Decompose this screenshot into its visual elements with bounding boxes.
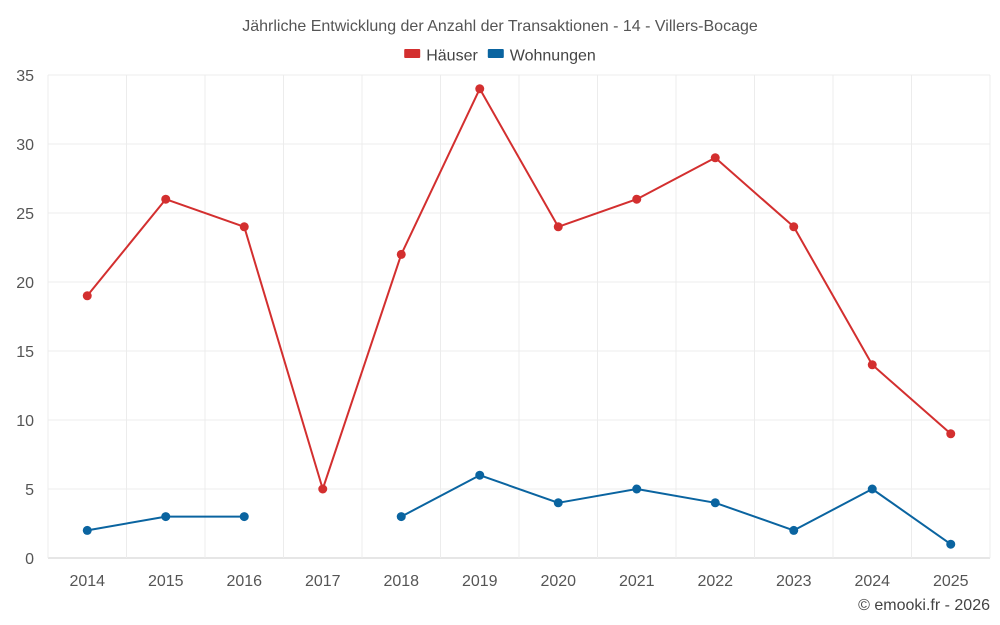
x-tick-label: 2019 <box>462 573 498 590</box>
legend-item[interactable]: Häuser <box>404 48 478 65</box>
data-point-h-user[interactable] <box>553 222 563 232</box>
x-axis: 2014 2015 2016 2017 2018 2019 2020 2021 2022 2023… <box>69 573 968 590</box>
x-tick-label: 2016 <box>226 573 262 590</box>
x-tick-label: 2022 <box>697 573 733 590</box>
data-point-wohnungen[interactable] <box>789 525 799 535</box>
legend-label: Häuser <box>426 48 478 65</box>
legend-item[interactable]: Wohnungen <box>487 48 596 65</box>
legend-swatch <box>404 49 421 58</box>
chart-title: Jährliche Entwicklung der Anzahl der Tra… <box>242 18 758 35</box>
data-point-wohnungen[interactable] <box>632 484 642 494</box>
data-point-h-user[interactable] <box>396 249 406 259</box>
data-point-h-user[interactable] <box>789 222 799 232</box>
x-tick-label: 2017 <box>305 573 341 590</box>
y-axis: 0 5 10 15 20 25 30 35 <box>16 68 34 568</box>
data-point-h-user[interactable] <box>946 429 956 439</box>
data-point-wohnungen[interactable] <box>553 498 563 508</box>
y-tick-label: 10 <box>16 413 34 430</box>
x-tick-label: 2018 <box>383 573 419 590</box>
credit-text: © emooki.fr - 2026 <box>858 597 990 614</box>
x-tick-label: 2021 <box>619 573 655 590</box>
data-point-h-user[interactable] <box>161 194 171 204</box>
data-point-h-user[interactable] <box>239 222 249 232</box>
series-layer <box>82 84 956 549</box>
data-point-h-user[interactable] <box>710 153 720 163</box>
y-tick-label: 0 <box>25 551 34 568</box>
data-point-wohnungen[interactable] <box>239 512 249 522</box>
y-tick-label: 35 <box>16 68 34 85</box>
y-tick-label: 25 <box>16 206 34 223</box>
y-tick-label: 20 <box>16 275 34 292</box>
grid <box>47 74 991 559</box>
y-tick-label: 15 <box>16 344 34 361</box>
data-point-wohnungen[interactable] <box>710 498 720 508</box>
y-tick-label: 30 <box>16 137 34 154</box>
data-point-h-user[interactable] <box>475 84 485 94</box>
data-point-wohnungen[interactable] <box>396 512 406 522</box>
data-point-wohnungen[interactable] <box>475 470 485 480</box>
x-tick-label: 2020 <box>540 573 576 590</box>
x-tick-label: 2015 <box>148 573 184 590</box>
legend-swatch <box>487 49 504 58</box>
data-point-wohnungen[interactable] <box>946 539 956 549</box>
data-point-h-user[interactable] <box>318 484 328 494</box>
legend: Häuser Wohnungen <box>404 48 596 65</box>
x-tick-label: 2014 <box>69 573 105 590</box>
legend-label: Wohnungen <box>510 48 596 65</box>
data-point-h-user[interactable] <box>82 291 92 301</box>
x-tick-label: 2025 <box>933 573 969 590</box>
data-point-h-user[interactable] <box>632 194 642 204</box>
data-point-wohnungen[interactable] <box>161 512 171 522</box>
data-point-wohnungen[interactable] <box>867 484 877 494</box>
y-tick-label: 5 <box>25 482 34 499</box>
x-tick-label: 2023 <box>776 573 812 590</box>
x-tick-label: 2024 <box>854 573 890 590</box>
series-line-h-user <box>86 87 952 490</box>
series-line-wohnungen <box>400 474 952 546</box>
data-point-h-user[interactable] <box>867 360 877 370</box>
data-point-wohnungen[interactable] <box>82 525 92 535</box>
